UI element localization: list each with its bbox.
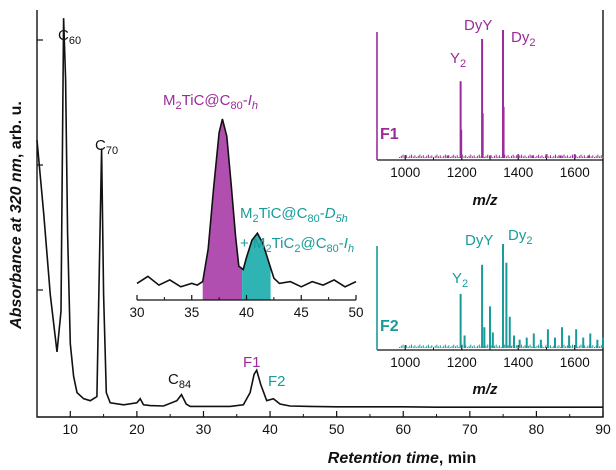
x-tick-label: 30 bbox=[196, 421, 212, 437]
x-tick-label: 40 bbox=[262, 421, 278, 437]
mass-spectrum-f2: 1000 1200 1400 1600 bbox=[376, 244, 604, 370]
x-tick-label: 10 bbox=[63, 421, 79, 437]
peak-label-c84: C84 bbox=[168, 371, 191, 391]
main-axes bbox=[36, 10, 604, 418]
ms2-label-dyy: DyY bbox=[465, 232, 493, 249]
ms2-label-y2: Y2 bbox=[452, 270, 468, 290]
peak-label-f2: F2 bbox=[268, 373, 286, 390]
mz-axis-title-f2: m/z bbox=[472, 381, 498, 398]
y-axis-title: Absorbance at 320 nm, arb. u. bbox=[8, 101, 25, 330]
x-tick-label: 20 bbox=[129, 421, 145, 437]
inset-x-tick-label: 30 bbox=[129, 305, 144, 320]
chromatogram-line bbox=[36, 18, 603, 408]
ms-x-tick-label: 1600 bbox=[560, 355, 590, 370]
ms1-label-dy2: Dy2 bbox=[511, 29, 535, 49]
ms-x-tick-label: 1200 bbox=[447, 355, 477, 370]
main-annotations: C60 C70 C84 F1 F2 bbox=[58, 27, 286, 391]
inset-x-tick-label: 50 bbox=[348, 305, 363, 320]
ms-x-tick-label: 1400 bbox=[503, 165, 533, 180]
inset-x-tick-label: 35 bbox=[184, 305, 199, 320]
ms-x-tick-label: 1600 bbox=[560, 165, 590, 180]
inset-chromatogram: 30 35 40 45 50 M2TiC@C80-Ih M2TiC@C80-D5h + … bbox=[129, 92, 363, 320]
ms-x-tick-label: 1000 bbox=[390, 355, 420, 370]
peak-label-c70: C70 bbox=[95, 137, 118, 157]
x-tick-label: 80 bbox=[529, 421, 545, 437]
x-axis-title: Retention time, min bbox=[328, 450, 476, 467]
fraction-label-1: M2TiC@C80-Ih bbox=[163, 92, 258, 112]
ms-noise bbox=[399, 344, 604, 348]
ms-x-tick-label: 1200 bbox=[447, 165, 477, 180]
main-frame bbox=[36, 10, 604, 418]
peak-label-f1: F1 bbox=[243, 354, 261, 371]
inset-x-tick-label: 40 bbox=[239, 305, 254, 320]
inset-line bbox=[136, 118, 357, 288]
fraction-area-1 bbox=[202, 119, 243, 300]
ms-x-tick-label: 1000 bbox=[390, 165, 420, 180]
inset-x-tick-label: 45 bbox=[294, 305, 309, 320]
mass-spectrum-f1: 1000 1200 1400 1600 bbox=[376, 30, 604, 180]
x-tick-label: 90 bbox=[595, 421, 611, 437]
x-tick-label: 60 bbox=[395, 421, 411, 437]
ms1-label-dyy: DyY bbox=[464, 17, 492, 34]
ms-noise bbox=[399, 154, 604, 158]
x-tick-label: 50 bbox=[329, 421, 345, 437]
mz-axis-title-f1: m/z bbox=[472, 192, 498, 209]
panel-label-f2: F2 bbox=[380, 318, 399, 335]
x-tick-label: 70 bbox=[462, 421, 478, 437]
fraction-label-2-line2: + M2TiC2@C80-Ih bbox=[240, 235, 354, 255]
ms2-label-dy2: Dy2 bbox=[508, 227, 532, 247]
ms-x-tick-label: 1400 bbox=[503, 355, 533, 370]
inset-axis: 30 35 40 45 50 bbox=[129, 295, 364, 320]
fraction-label-2-line1: M2TiC@C80-D5h bbox=[240, 205, 348, 225]
panel-label-f1: F1 bbox=[380, 126, 399, 143]
peak-label-c60: C60 bbox=[58, 27, 81, 47]
main-x-tick-labels: 10 20 30 40 50 60 70 80 90 bbox=[63, 421, 611, 437]
ms1-label-y2: Y2 bbox=[450, 50, 466, 70]
